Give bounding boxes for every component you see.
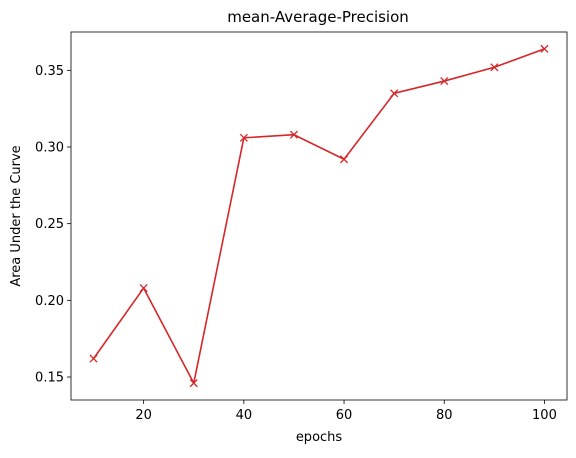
y-axis-ticks: 0.15 0.20 0.25 0.30 0.35 [35,64,71,386]
data-point-marker [239,133,248,142]
marker-stroke [139,284,148,293]
y-tick-label: 0.35 [35,64,64,79]
marker-stroke [490,63,499,72]
series-line [92,48,545,384]
y-axis-label: Area Under the Curve [9,145,24,286]
marker-stroke [239,133,248,142]
y-tick-label: 0.30 [35,141,64,156]
plot-area-frame [70,31,568,401]
y-tick-label: 0.25 [35,217,64,232]
data-point-marker [189,379,198,388]
data-point-marker [289,130,299,139]
series-layer [89,44,549,388]
x-axis-ticks: 20 40 60 80 100 [135,400,557,423]
data-point-marker [390,89,399,98]
marker-stroke [390,89,399,98]
y-tick-label: 0.20 [35,294,64,309]
x-tick-label: 40 [236,408,253,423]
marker-stroke [540,44,549,53]
x-tick-label: 20 [135,408,152,423]
data-point-marker [490,63,499,72]
marker-stroke [89,354,98,363]
marker-stroke [440,77,449,86]
y-tick-label: 0.15 [35,371,64,386]
x-tick-label: 60 [336,408,353,423]
data-point-marker [440,77,449,86]
x-tick-label: 80 [436,408,453,423]
data-point-marker [139,284,148,293]
x-axis-label: epochs [296,430,343,445]
marker-stroke [339,155,349,164]
data-point-marker [89,354,98,363]
marker-stroke [189,379,198,388]
x-tick-label: 100 [532,408,557,423]
data-point-marker [540,44,549,53]
data-point-marker [339,155,349,164]
chart-title: mean-Average-Precision [227,8,409,26]
marker-stroke [289,130,299,139]
